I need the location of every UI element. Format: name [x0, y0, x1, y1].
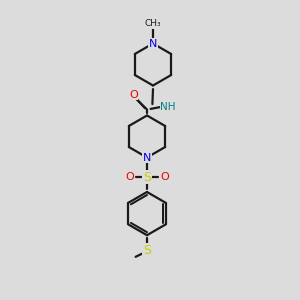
Text: N: N — [149, 38, 157, 49]
Text: NH: NH — [160, 102, 176, 112]
Text: O: O — [160, 172, 169, 182]
Text: CH₃: CH₃ — [145, 20, 161, 28]
Text: O: O — [125, 172, 134, 182]
Text: S: S — [143, 244, 151, 257]
Text: O: O — [129, 89, 138, 100]
Text: S: S — [143, 170, 151, 184]
Text: N: N — [143, 152, 151, 163]
